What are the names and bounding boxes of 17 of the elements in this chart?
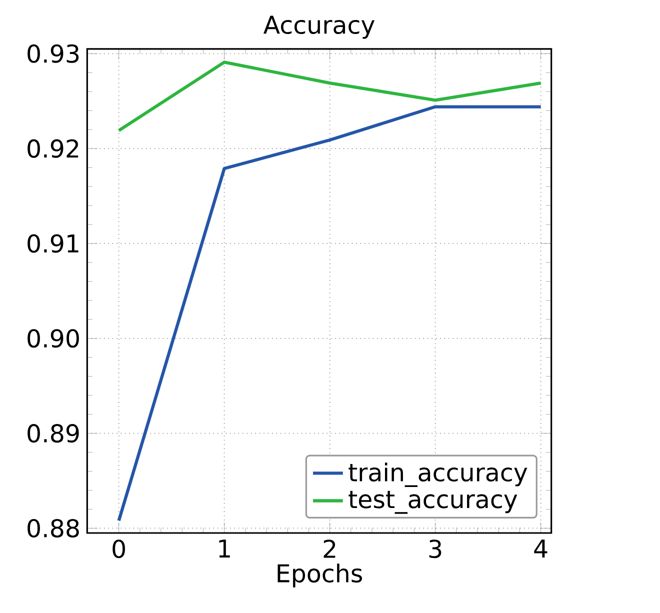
y-tick-label: 0.91: [28, 234, 78, 253]
legend-label: test_accuracy: [348, 490, 518, 514]
y-tick-label: 0.92: [28, 139, 78, 158]
y-tick-label: 0.93: [28, 44, 79, 64]
x-tick-label: 2: [324, 540, 336, 558]
x-tick-label: 0: [112, 540, 125, 558]
y-tick-label: 0.90: [28, 329, 79, 348]
x-axis-title: Epochs: [278, 564, 362, 588]
legend-label: train_accuracy: [348, 462, 528, 488]
x-tick-label: 1: [219, 540, 230, 558]
y-tick-label: 0.89: [28, 424, 79, 443]
x-tick-label: 4: [534, 540, 548, 558]
line-series: [117, 60, 542, 132]
chart-title: Accuracy: [263, 16, 375, 39]
line-series: [117, 105, 542, 522]
x-tick-label: 3: [429, 540, 442, 558]
y-tick-label: 0.88: [28, 519, 79, 538]
